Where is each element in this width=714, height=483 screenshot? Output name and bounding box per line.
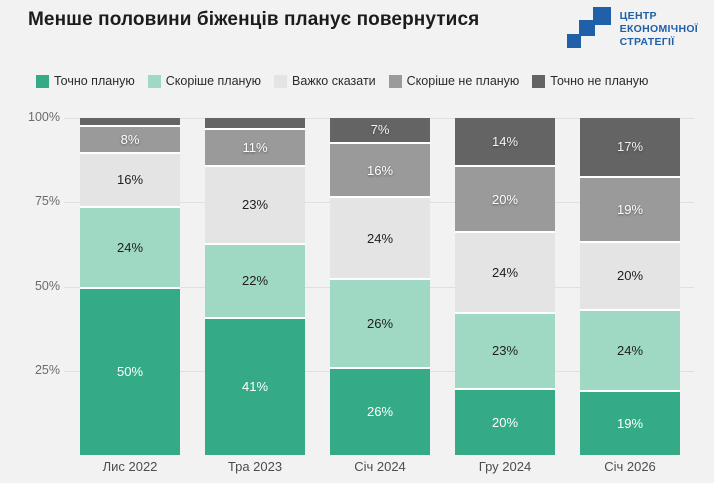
bar-segment: 50% xyxy=(80,286,180,455)
segment-value-label: 22% xyxy=(241,273,269,289)
legend-swatch-icon xyxy=(36,74,49,88)
bar-segment: 14% xyxy=(455,118,555,165)
legend-swatch-icon xyxy=(532,74,546,88)
logo-step-1 xyxy=(566,34,581,48)
legend-label: Скоріше планую xyxy=(165,74,262,88)
y-axis: 100% 75% 50% 25% xyxy=(0,110,60,455)
bar-segment: 23% xyxy=(205,165,305,243)
bar-segment: 23% xyxy=(455,311,555,389)
segment-value-label: 19% xyxy=(616,416,644,432)
bar-segment: 7% xyxy=(330,118,430,142)
ces-logo: ЦЕНТР ЕКОНОМІЧНОЇ СТРАТЕГІЇ xyxy=(566,6,698,52)
segment-value-label: 20% xyxy=(491,415,519,431)
bar-segment: 20% xyxy=(455,164,555,232)
segment-value-label: 24% xyxy=(491,265,519,280)
chart-title: Менше половини біженців планує повернути… xyxy=(28,9,480,30)
segment-value-label: 11% xyxy=(242,140,268,156)
logo-step-3 xyxy=(592,7,611,25)
logo-line-3: СТРАТЕГІЇ xyxy=(619,36,675,48)
bar-segment: 24% xyxy=(580,308,680,391)
logo-step-2 xyxy=(578,20,595,36)
segment-value-label: 14% xyxy=(491,133,519,149)
bar-segment: 26% xyxy=(330,366,430,455)
segment-value-label: 24% xyxy=(366,230,394,246)
bar-segment: 11% xyxy=(205,128,305,166)
bar-Січ 2024: 26% 26% 24% 16% 7% xyxy=(330,118,430,455)
bar-segment: 26% xyxy=(330,278,430,367)
segment-value-label: 16% xyxy=(366,162,394,178)
legend-label: Скоріше не планую xyxy=(406,74,520,88)
bar-Січ 2026: 19% 24% 20% 19% 17% xyxy=(580,118,680,455)
legend-item-4: Точно не планую xyxy=(532,74,648,88)
segment-value-label: 24% xyxy=(116,239,144,255)
legend-swatch-icon xyxy=(274,74,288,88)
segment-value-label: 23% xyxy=(491,343,519,359)
bar-segment: 41% xyxy=(205,316,305,455)
x-axis-label: Лис 2022 xyxy=(102,459,158,474)
segment-value-label: 26% xyxy=(366,315,394,331)
x-axis-label: Тра 2023 xyxy=(227,459,283,474)
legend-label: Точно планую xyxy=(54,74,135,88)
bar-segment: 16% xyxy=(330,141,430,197)
segment-value-label: 19% xyxy=(616,201,644,217)
bar-Гру 2024: 20% 23% 24% 20% 14% xyxy=(455,118,555,455)
x-axis-label: Січ 2024 xyxy=(354,459,406,474)
bar-segment: 24% xyxy=(80,205,180,287)
y-tick-label: 75% xyxy=(34,194,60,209)
y-tick-label: 100% xyxy=(28,110,60,124)
bar-segment: 19% xyxy=(580,175,680,241)
bar-segment: 16% xyxy=(80,151,180,206)
legend: Точно планую Скоріше планую Важко сказати С… xyxy=(36,74,704,88)
x-axis-label: Гру 2024 xyxy=(478,459,532,474)
segment-value-label: 24% xyxy=(616,342,644,358)
logo-line-1: ЦЕНТР xyxy=(619,10,657,22)
legend-item-0: Точно планую xyxy=(36,74,135,88)
bar-segment: 17% xyxy=(580,118,680,176)
legend-item-3: Скоріше не планую xyxy=(388,74,520,88)
bar-segment: 20% xyxy=(580,240,680,309)
legend-item-2: Важко сказати xyxy=(274,74,376,88)
bar-segment: 24% xyxy=(330,196,430,278)
segment-value-label: 20% xyxy=(491,191,519,207)
ces-logo-text: ЦЕНТР ЕКОНОМІЧНОЇ СТРАТЕГІЇ xyxy=(620,6,698,49)
legend-swatch-icon xyxy=(388,74,402,88)
segment-value-label: 8% xyxy=(120,131,140,147)
ces-logo-stairs-icon xyxy=(566,6,612,52)
x-axis: Лис 2022 Тра 2023 Січ 2024 Гру 2024 Січ 2026 xyxy=(68,459,692,479)
bar-segment xyxy=(205,118,305,129)
bar-segment: 22% xyxy=(205,242,305,317)
segment-value-label: 20% xyxy=(616,268,644,284)
legend-label: Точно не планую xyxy=(550,74,649,88)
x-axis-label: Січ 2026 xyxy=(604,459,656,474)
bar-Тра 2023: 41% 22% 23% 11% xyxy=(205,118,305,455)
bar-segment xyxy=(80,118,180,125)
legend-item-1: Скоріше планую xyxy=(147,74,262,88)
segment-value-label: 23% xyxy=(241,197,269,213)
logo-line-2: ЕКОНОМІЧНОЇ xyxy=(619,23,698,35)
bar-Лис 2022: 50% 24% 16% 8% xyxy=(80,118,180,455)
bar-segment: 24% xyxy=(455,231,555,312)
segment-value-label: 7% xyxy=(370,122,390,138)
segment-value-label: 17% xyxy=(616,139,644,155)
plot-area: 50% 24% 16% 8% 41% 22% 23% 11% 26% 26% 24% 16% 7% 20%… xyxy=(68,118,692,455)
bar-segment: 19% xyxy=(580,390,680,455)
bar-segment: 8% xyxy=(80,124,180,152)
legend-label: Важко сказати xyxy=(292,74,376,88)
segment-value-label: 26% xyxy=(366,404,394,420)
bar-segment: 20% xyxy=(455,388,555,455)
segment-value-label: 16% xyxy=(116,172,144,188)
segment-value-label: 50% xyxy=(116,364,144,380)
y-tick-label: 25% xyxy=(34,362,60,377)
legend-swatch-icon xyxy=(147,74,161,88)
y-tick-label: 50% xyxy=(34,278,60,293)
segment-value-label: 41% xyxy=(241,379,269,395)
